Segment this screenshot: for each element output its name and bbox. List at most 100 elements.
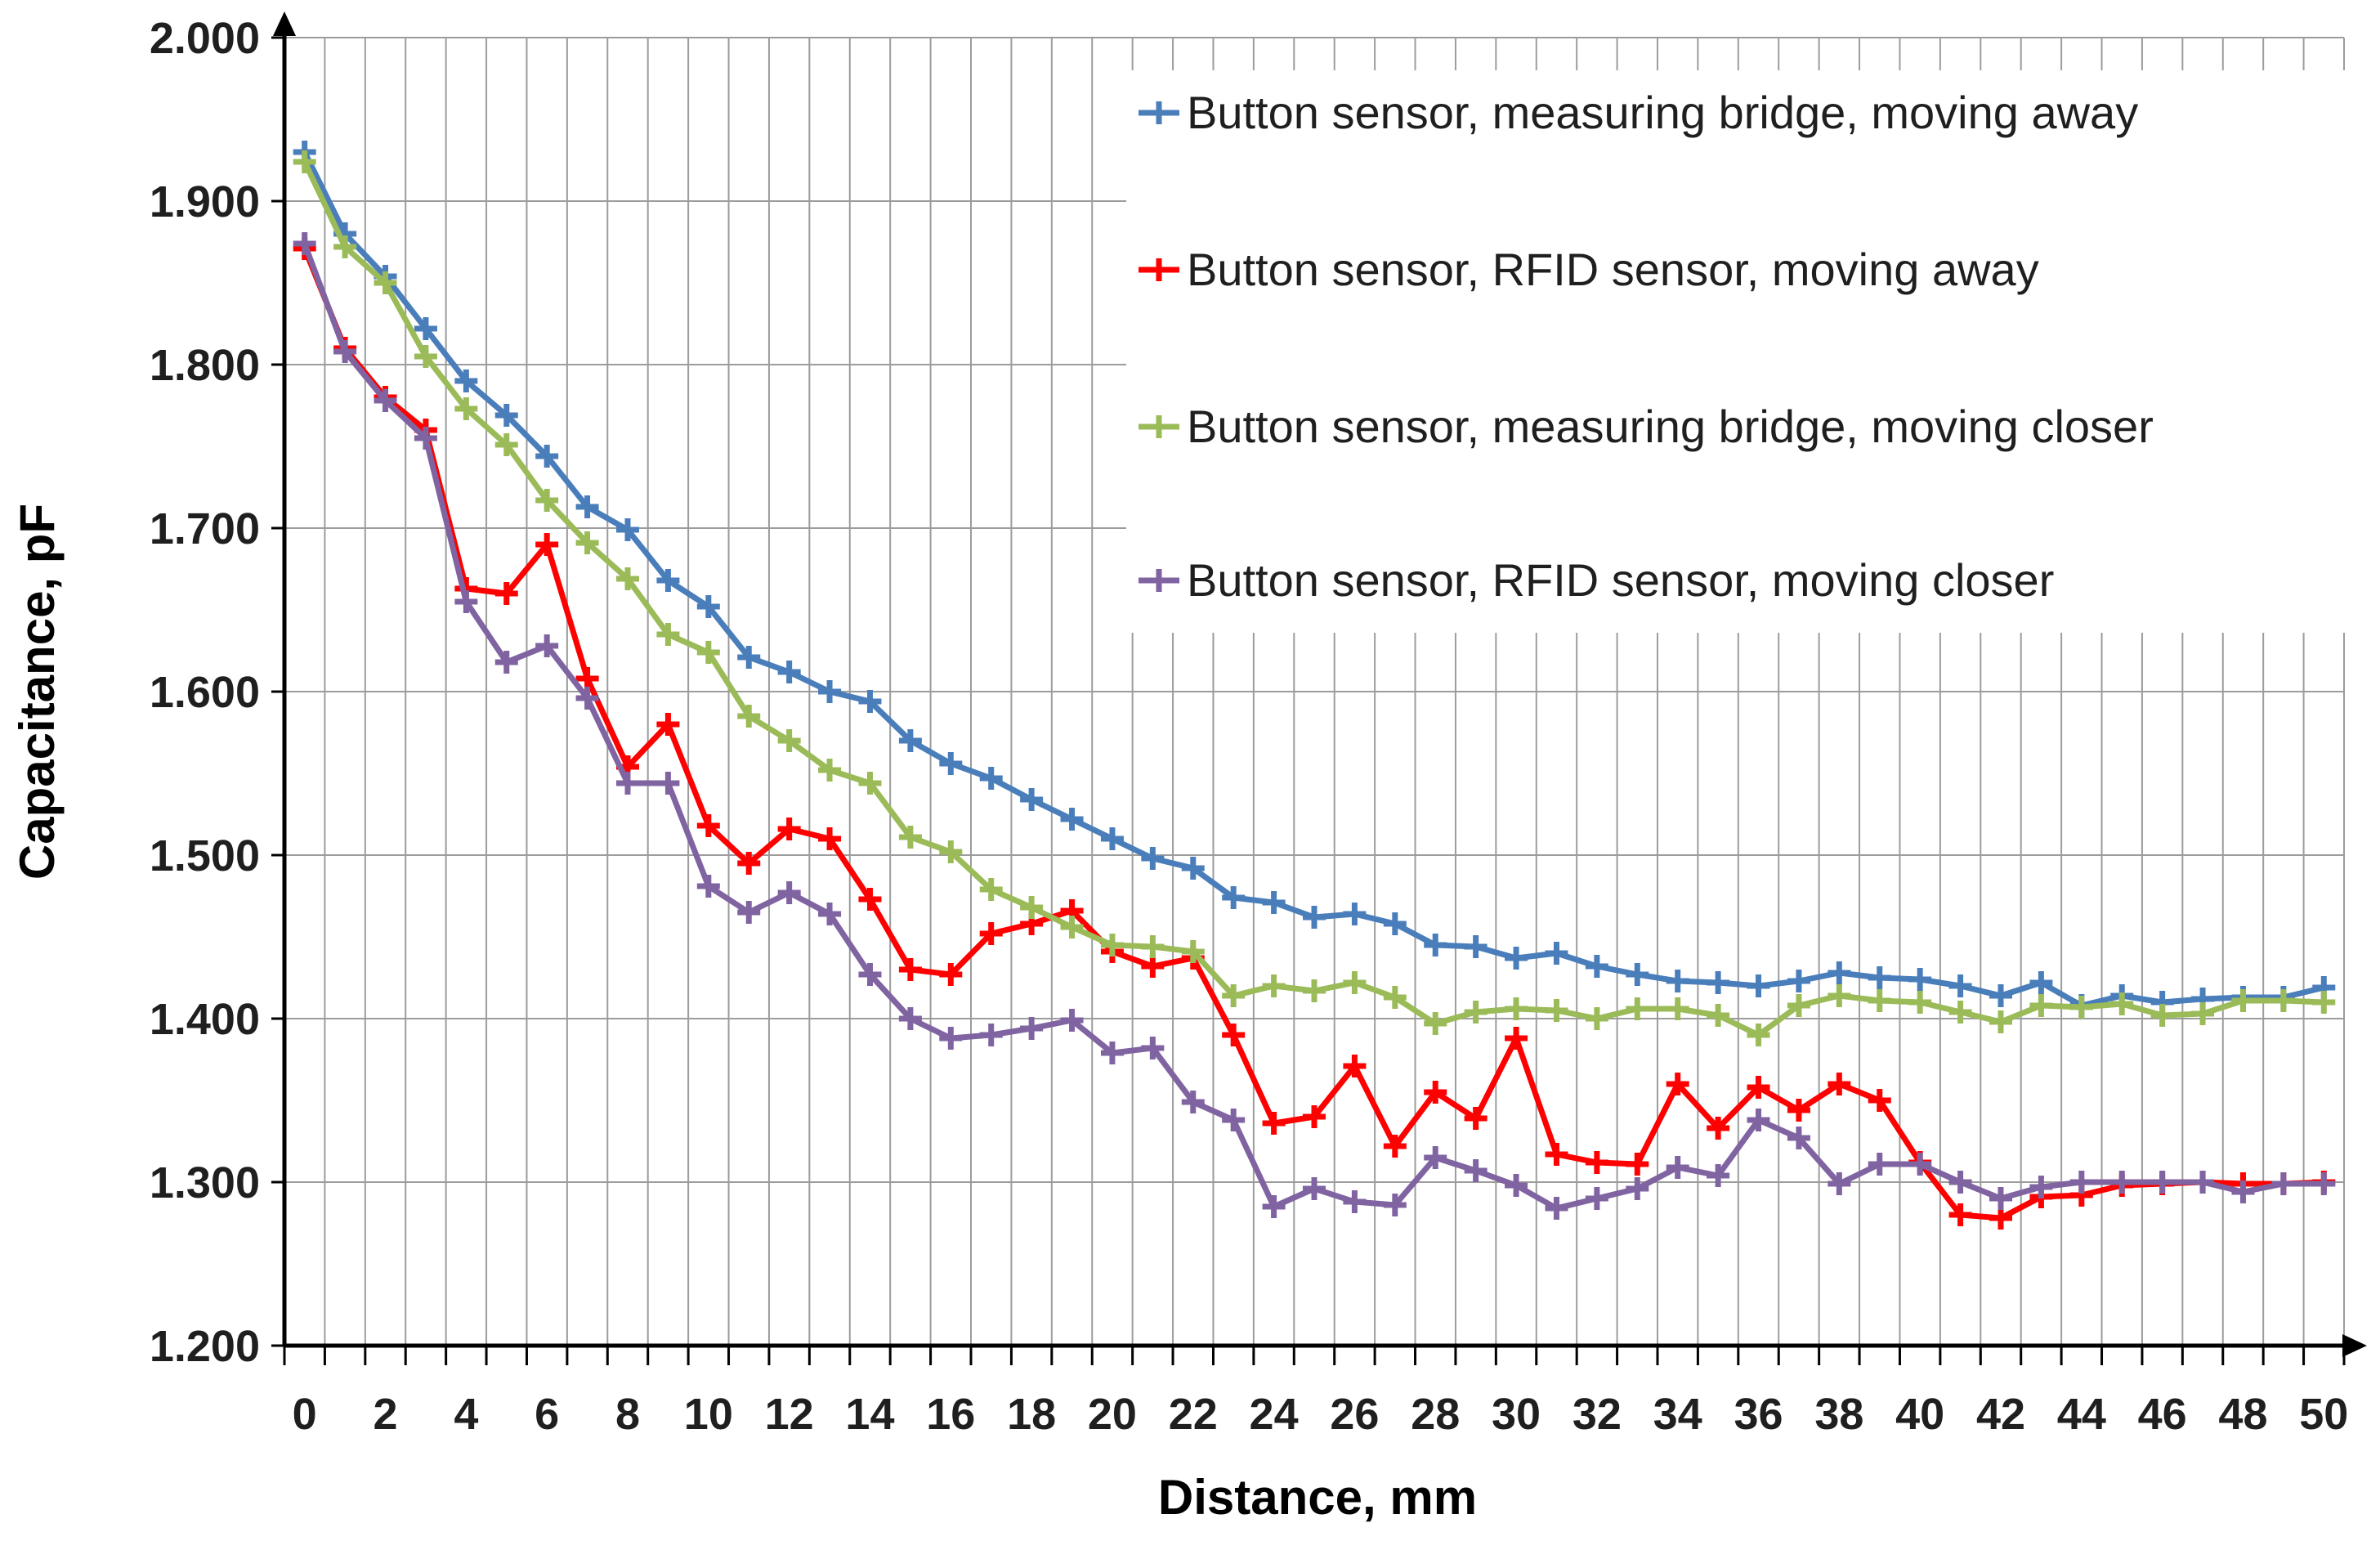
x-tick-label: 2	[374, 1390, 398, 1439]
legend-item-1: Button sensor, measuring bridge, moving …	[1139, 87, 2138, 138]
series-3	[293, 150, 2336, 1046]
plus-marker-icon	[858, 888, 882, 911]
plus-marker-icon	[2191, 1002, 2215, 1025]
plus-marker-icon	[898, 1007, 922, 1030]
plus-marker-icon	[1948, 974, 1972, 997]
plus-marker-icon	[1585, 1187, 1608, 1210]
plus-marker-icon	[1948, 1203, 1972, 1226]
plus-marker-icon	[939, 963, 963, 986]
plus-marker-icon	[494, 582, 518, 605]
plus-marker-icon	[1585, 1007, 1608, 1030]
plus-marker-icon	[1464, 1159, 1488, 1182]
plus-marker-icon	[1222, 984, 1246, 1007]
plus-marker-icon	[1100, 827, 1124, 850]
plus-marker-icon	[818, 827, 842, 850]
plus-marker-icon	[1868, 1153, 1891, 1176]
plus-marker-icon	[818, 903, 842, 925]
plus-marker-icon	[2150, 1171, 2174, 1194]
plus-marker-icon	[575, 531, 599, 554]
plus-marker-icon	[1148, 258, 1170, 281]
plus-marker-icon	[1828, 1073, 1851, 1095]
plus-marker-icon	[696, 875, 720, 898]
plus-marker-icon	[1100, 1042, 1124, 1064]
y-tick-label: 2.000	[150, 14, 260, 63]
plus-marker-icon	[2029, 971, 2053, 994]
legend-item-3: Button sensor, measuring bridge, moving …	[1139, 401, 2154, 452]
x-tick-label: 16	[926, 1390, 975, 1439]
plus-marker-icon	[1545, 1197, 1568, 1220]
plus-marker-icon	[1383, 1194, 1407, 1216]
x-tick-label: 46	[2138, 1390, 2187, 1439]
x-axis-title: Distance, mm	[1158, 1470, 1477, 1525]
x-tick-label: 42	[1976, 1390, 2025, 1439]
x-tick-label: 0	[293, 1390, 317, 1439]
plus-marker-icon	[1141, 935, 1165, 958]
plus-marker-icon	[1585, 955, 1608, 978]
plus-marker-icon	[1424, 934, 1447, 956]
x-tick-label: 12	[765, 1390, 814, 1439]
legend-item-2: Button sensor, RFID sensor, moving away	[1139, 244, 2039, 295]
plus-marker-icon	[1343, 971, 1367, 994]
plus-marker-icon	[1908, 968, 1932, 991]
legend-label: Button sensor, measuring bridge, moving …	[1187, 401, 2154, 452]
plus-marker-icon	[818, 680, 842, 703]
plus-marker-icon	[858, 772, 882, 795]
plus-marker-icon	[1828, 1172, 1851, 1195]
plus-marker-icon	[1262, 1112, 1286, 1135]
plus-marker-icon	[333, 340, 357, 363]
axes	[271, 11, 2367, 1365]
plus-marker-icon	[1464, 1107, 1488, 1130]
x-tick-label: 14	[845, 1390, 894, 1439]
plus-marker-icon	[1585, 1151, 1608, 1174]
plus-marker-icon	[535, 533, 559, 556]
plus-marker-icon	[696, 814, 720, 837]
plus-marker-icon	[1787, 994, 1810, 1017]
plus-marker-icon	[939, 840, 963, 863]
y-tick-label: 1.700	[150, 504, 260, 553]
plus-marker-icon	[2110, 1171, 2134, 1194]
plus-marker-icon	[494, 651, 518, 674]
plus-marker-icon	[696, 595, 720, 618]
plus-marker-icon	[616, 567, 639, 590]
plus-marker-icon	[1464, 1001, 1488, 1024]
plus-marker-icon	[1626, 1153, 1649, 1176]
plus-marker-icon	[494, 433, 518, 456]
plus-marker-icon	[656, 713, 680, 736]
plus-marker-icon	[2069, 996, 2093, 1019]
plus-marker-icon	[1505, 947, 1528, 970]
legend-background	[1126, 70, 2377, 633]
plus-marker-icon	[1181, 940, 1205, 963]
plus-marker-icon	[1707, 1004, 1730, 1027]
legend-label: Button sensor, RFID sensor, moving close…	[1187, 554, 2054, 606]
plus-marker-icon	[777, 729, 801, 752]
plus-marker-icon	[1505, 1027, 1528, 1050]
plus-marker-icon	[1707, 971, 1730, 994]
y-tick-label: 1.300	[150, 1158, 260, 1207]
legend-label: Button sensor, measuring bridge, moving …	[1187, 87, 2138, 138]
plus-marker-icon	[777, 661, 801, 683]
plus-marker-icon	[656, 623, 680, 646]
plus-marker-icon	[1505, 1174, 1528, 1197]
plus-marker-icon	[1868, 1089, 1891, 1112]
plus-marker-icon	[535, 634, 559, 657]
plus-marker-icon	[2069, 1171, 2093, 1194]
plus-marker-icon	[1787, 1099, 1810, 1122]
plus-marker-icon	[979, 878, 1003, 901]
plus-marker-icon	[898, 729, 922, 752]
plus-marker-icon	[1707, 1164, 1730, 1187]
plus-marker-icon	[939, 1027, 963, 1050]
x-tick-label: 30	[1492, 1390, 1541, 1439]
plus-marker-icon	[333, 235, 357, 258]
plus-marker-icon	[1222, 1024, 1246, 1046]
plus-marker-icon	[535, 445, 559, 468]
plus-marker-icon	[1141, 847, 1165, 870]
plus-marker-icon	[1303, 1105, 1326, 1128]
plus-marker-icon	[1060, 808, 1084, 831]
x-tick-label: 38	[1814, 1390, 1863, 1439]
plus-marker-icon	[1828, 984, 1851, 1007]
x-tick-label: 26	[1330, 1390, 1379, 1439]
plus-marker-icon	[1787, 970, 1810, 992]
plus-marker-icon	[1989, 984, 2012, 1007]
